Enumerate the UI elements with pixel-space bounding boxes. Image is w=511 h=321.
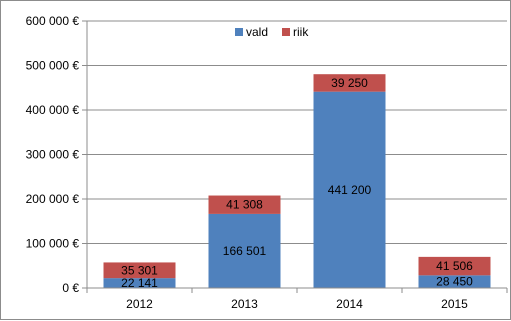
data-label-vald-2015: 28 450	[436, 275, 473, 289]
bar-vald-2014	[313, 91, 386, 288]
y-tick-label: 200 000 €	[26, 192, 80, 206]
bar-riik-2012	[103, 262, 176, 279]
legend-swatch-vald	[235, 28, 243, 36]
legend-label-vald: vald	[246, 25, 268, 39]
y-tick-label: 0 €	[62, 281, 79, 295]
x-tick-label: 2014	[336, 297, 363, 311]
data-label-riik-2015: 41 506	[436, 259, 473, 273]
bar-riik-2015	[418, 256, 491, 276]
y-tick-label: 500 000 €	[26, 59, 80, 73]
bar-vald-2013	[208, 213, 281, 288]
y-tick-label: 400 000 €	[26, 103, 80, 117]
x-tick-label: 2012	[126, 297, 153, 311]
y-tick-label: 600 000 €	[26, 14, 80, 28]
y-tick-label: 300 000 €	[26, 148, 80, 162]
legend: vald riik	[235, 25, 309, 39]
data-label-riik-2014: 39 250	[331, 76, 368, 90]
x-tick-label: 2013	[231, 297, 258, 311]
data-label-vald-2012: 22 141	[121, 276, 158, 290]
data-label-riik-2013: 41 308	[226, 198, 263, 212]
bar-vald-2015	[418, 275, 491, 288]
x-tick-label: 2015	[441, 297, 468, 311]
axes: 0 € 100 000 € 200 000 € 300 000 € 400 000 € 5…	[26, 14, 508, 311]
legend-label-riik: riik	[293, 25, 309, 39]
data-label-vald-2014: 441 200	[328, 183, 372, 197]
data-label-riik-2012: 35 301	[121, 263, 158, 277]
bar-riik-2013	[208, 195, 281, 214]
gridlines	[87, 20, 507, 244]
bar-vald-2012	[103, 278, 176, 288]
y-tick-label: 100 000 €	[26, 237, 80, 251]
data-label-vald-2013: 166 501	[223, 244, 267, 258]
bar-riik-2014	[313, 74, 386, 92]
legend-swatch-riik	[282, 28, 290, 36]
